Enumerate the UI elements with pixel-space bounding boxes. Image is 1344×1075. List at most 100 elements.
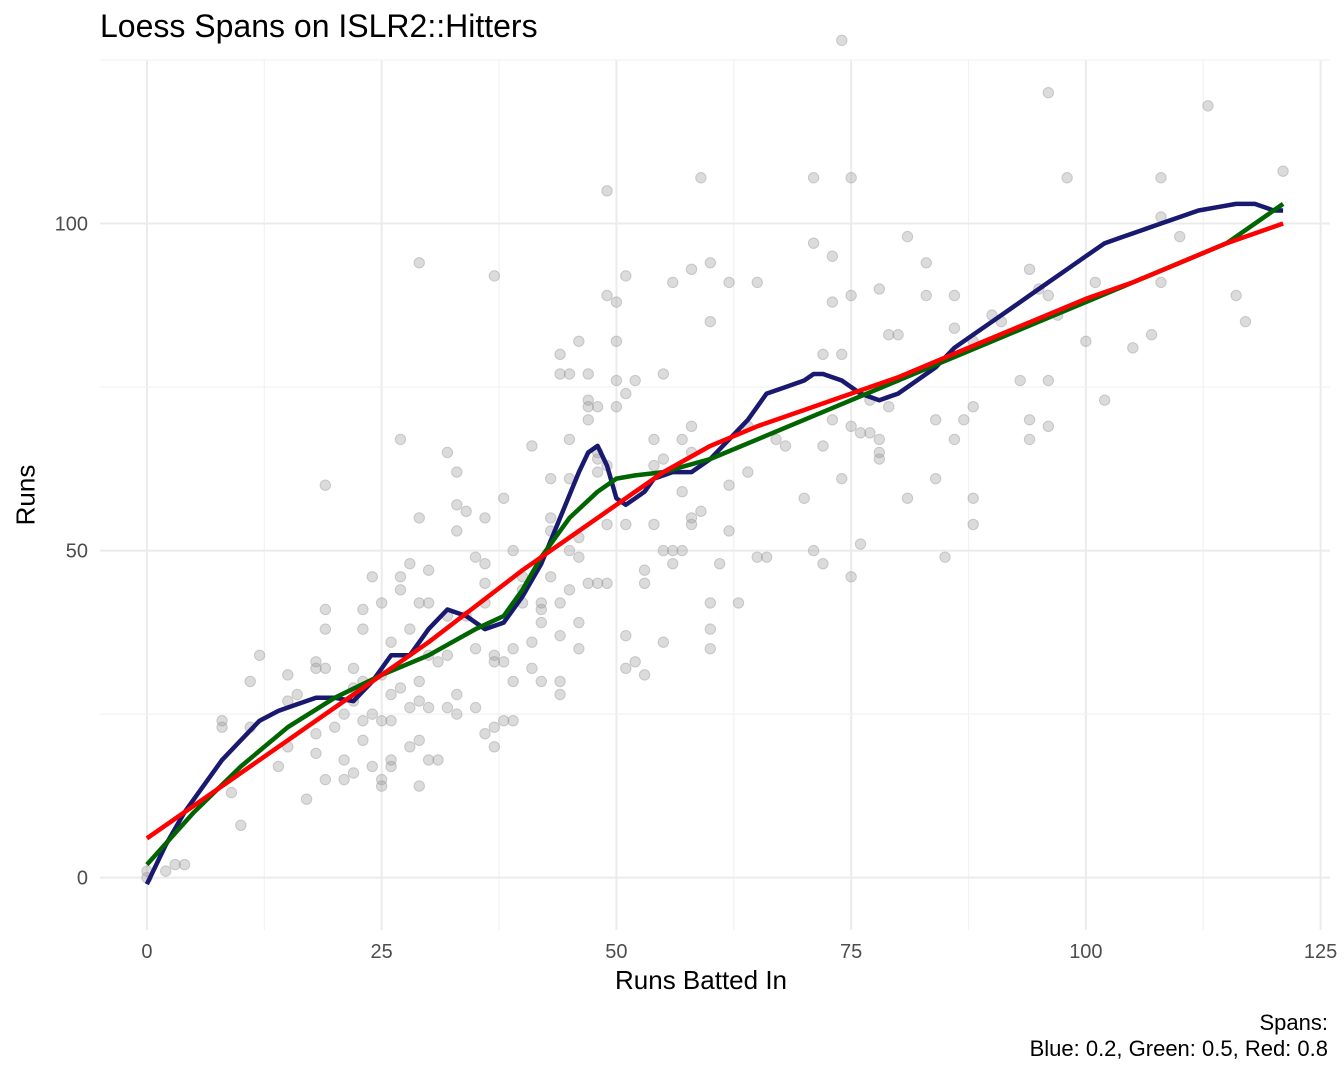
data-point [413,695,425,707]
data-point [920,289,932,302]
data-point [1061,172,1073,184]
data-point [883,400,895,413]
data-point [329,721,341,733]
data-point [507,714,519,727]
data-point [1023,414,1036,426]
data-point [1023,433,1036,446]
data-point [385,760,397,773]
data-point [845,420,857,433]
data-point [413,597,425,609]
data-point [178,858,191,871]
data-point [1174,230,1186,243]
data-point [526,440,538,452]
x-axis-ticks: 0 25 50 75 100 125 [141,941,1337,963]
data-point [347,767,360,779]
data-point [723,479,735,491]
data-point [479,577,491,590]
data-point [723,525,735,537]
loess-line-green [145,202,1285,867]
data-point [413,734,425,747]
x-axis-label: Runs Batted In [615,965,787,995]
data-point [1080,335,1092,347]
data-point [394,571,407,583]
data-point [807,544,820,557]
data-point [685,420,698,433]
data-point [300,793,313,805]
data-point [892,329,904,341]
x-tick-label: 0 [141,941,152,963]
data-point [704,643,717,655]
data-point [535,603,547,616]
data-point [601,289,613,302]
data-point [338,754,350,766]
data-point [582,394,594,406]
data-point [573,551,585,563]
data-point [563,368,576,380]
data-point [235,819,247,832]
data-point [535,597,547,609]
data-point [357,734,369,747]
data-point [1239,315,1252,328]
x-tick-label: 125 [1304,941,1337,963]
data-point [375,714,388,727]
data-point [498,492,510,504]
loess-line-red [145,221,1284,841]
loess-lines [144,201,1285,886]
data-point [1042,289,1055,302]
x-tick-label: 50 [605,941,627,963]
data-point [413,512,425,524]
data-point [554,629,566,642]
data-point [667,276,679,289]
data-point [422,564,435,576]
data-point [385,688,397,701]
data-point [1155,276,1167,289]
data-point [1014,374,1026,387]
data-point [967,400,979,413]
data-point [507,643,519,655]
data-point [319,623,332,635]
data-point [160,865,172,877]
data-point [629,374,641,387]
data-point [310,656,322,668]
data-point [573,643,585,655]
data-point [554,368,566,380]
data-point [554,688,566,701]
data-point [704,623,717,635]
data-point [366,708,378,720]
data-point [817,348,829,361]
data-point [441,446,454,459]
data-point [1042,87,1055,99]
data-point [225,786,238,799]
data-point [657,368,670,380]
data-point [648,459,660,472]
data-point [713,557,726,570]
data-point [638,577,651,590]
data-point [216,714,228,727]
data-point [310,747,322,760]
data-point [375,597,388,609]
data-point [620,518,632,531]
data-point [422,701,435,714]
data-point [1089,276,1101,289]
data-point [216,721,228,733]
data-point [451,466,463,478]
data-point [723,276,735,289]
data-point [770,433,782,446]
data-point [873,453,886,465]
y-tick-label: 0 [77,868,88,890]
data-point [601,518,613,531]
data-point [319,603,332,616]
data-point [591,400,604,413]
data-point [967,518,979,531]
data-point [573,335,585,347]
data-point [169,858,181,871]
data-point [338,708,350,720]
data-point [676,433,688,446]
data-point [357,714,369,727]
data-point [807,237,820,249]
scatter-points [141,34,1289,884]
data-point [620,387,632,400]
data-point [488,270,501,282]
data-point [404,623,416,635]
data-point [751,551,763,563]
